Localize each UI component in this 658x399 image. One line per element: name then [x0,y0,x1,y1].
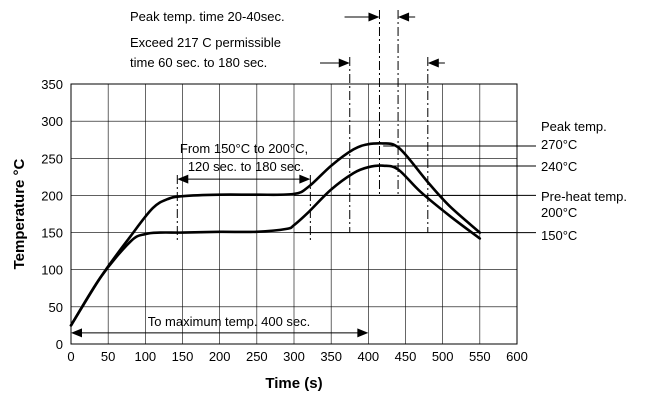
annotation-exceed-line2: time 60 sec. to 180 sec. [130,55,267,70]
y-tick-labels: 0 50 100 150 200 250 300 350 [41,77,63,352]
annotation-max-temp: To maximum temp. 400 sec. [148,314,311,329]
x-tick-label: 550 [469,349,491,364]
max-temp-arrow-head-left [71,328,82,338]
x-tick-label: 450 [395,349,417,364]
annotation-peak-time: Peak temp. time 20-40sec. [130,9,285,24]
y-tick-label: 300 [41,114,63,129]
plot-frame [70,83,518,345]
label-150: 150°C [541,228,577,243]
preheat-arrow-head-right [299,174,311,184]
label-preheat-line2: 200°C [541,205,577,220]
x-tick-label: 400 [357,349,379,364]
x-tick-label: 0 [67,349,74,364]
label-peak-temp-line2: 270°C [541,137,577,152]
exceed-arrow-head [338,58,350,68]
label-preheat-line1: Pre-heat temp. [541,189,627,204]
x-tick-label: 50 [101,349,115,364]
exceed-return-head [427,58,439,68]
annotation-exceed-line1: Exceed 217 C permissible [130,35,281,50]
series-line-1 [69,142,482,327]
y-tick-label: 50 [49,300,63,315]
x-tick-labels: 0 50 100 150 200 250 300 350 400 450 500 550 600 [67,349,527,364]
max-temp-arrow-head-right [357,328,369,338]
x-tick-label: 300 [283,349,305,364]
preheat-arrow-head-left [177,174,189,184]
peak-time-arrow-head [368,12,380,22]
annotation-preheat-line1: From 150°C to 200°C, [180,141,308,156]
x-tick-label: 150 [172,349,194,364]
y-tick-label: 100 [41,263,63,278]
y-axis-title: Temperature °C [11,158,28,269]
y-tick-label: 150 [41,226,63,241]
x-tick-label: 600 [506,349,528,364]
y-tick-label: 200 [41,188,63,203]
x-tick-label: 100 [134,349,156,364]
y-tick-label: 0 [56,337,63,352]
series-group [69,142,482,327]
x-axis-title: Time (s) [265,375,322,392]
y-tick-label: 250 [41,151,63,166]
x-tick-label: 500 [432,349,454,364]
y-tick-label: 350 [41,77,63,92]
annotation-preheat-line2: 120 sec. to 180 sec. [188,159,304,174]
x-tick-label: 200 [209,349,231,364]
label-240: 240°C [541,159,577,174]
peak-time-return-head [398,12,410,22]
series-line-2 [69,164,482,327]
grid [70,83,518,345]
label-peak-temp-line1: Peak temp. [541,119,607,134]
x-tick-label: 350 [320,349,342,364]
x-tick-label: 250 [246,349,268,364]
